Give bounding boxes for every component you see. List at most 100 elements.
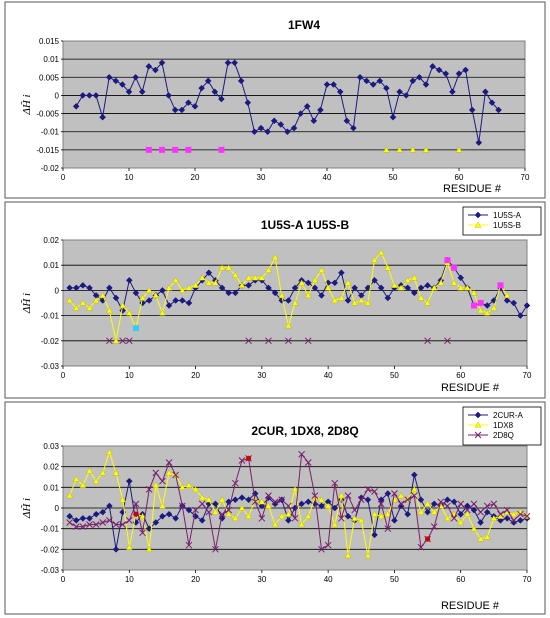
data-point <box>510 517 518 524</box>
data-point <box>475 139 483 146</box>
data-point <box>105 73 113 81</box>
data-point <box>291 284 299 292</box>
data-point <box>417 508 425 515</box>
data-point <box>477 300 484 306</box>
data-point <box>377 512 385 519</box>
data-point <box>409 146 417 153</box>
data-point <box>483 533 491 540</box>
y-tick-label: 0 <box>55 286 60 295</box>
data-point <box>79 282 87 289</box>
data-point <box>371 276 378 284</box>
data-point <box>225 510 232 517</box>
data-point <box>404 277 411 283</box>
y-tick-label: 0.03 <box>43 442 59 451</box>
data-point <box>410 471 418 479</box>
data-point <box>106 284 113 292</box>
data-point <box>411 486 418 492</box>
data-point <box>298 279 305 286</box>
data-point <box>218 284 226 292</box>
data-point <box>510 510 517 517</box>
data-point <box>79 523 87 530</box>
data-point <box>470 506 478 514</box>
data-point <box>172 297 180 304</box>
data-point <box>430 284 438 291</box>
y-tick-label: -0.005 <box>36 110 59 119</box>
data-point <box>331 297 339 304</box>
data-point <box>344 297 352 304</box>
data-point <box>152 519 160 526</box>
data-point <box>284 128 291 136</box>
series-markers-4 <box>132 325 139 332</box>
data-point <box>66 492 73 499</box>
data-point <box>404 510 412 518</box>
data-point <box>455 146 463 153</box>
data-point <box>212 279 219 286</box>
data-point <box>139 512 146 519</box>
x-tick-label: 60 <box>455 173 464 182</box>
x-tick-label: 70 <box>521 173 530 182</box>
data-point <box>106 337 113 345</box>
data-point <box>231 289 239 297</box>
data-point <box>384 490 392 497</box>
data-point <box>66 519 73 526</box>
data-point <box>450 279 458 286</box>
data-point <box>391 282 398 288</box>
legend-label: 1U5S-B <box>493 221 521 230</box>
data-point <box>66 297 73 304</box>
data-point <box>417 294 425 301</box>
data-point <box>185 146 192 153</box>
data-point <box>133 511 139 517</box>
data-point <box>483 502 491 510</box>
data-point <box>224 59 232 67</box>
data-point <box>318 496 325 503</box>
data-point <box>389 113 397 121</box>
data-point <box>351 284 359 292</box>
data-point <box>463 502 471 510</box>
data-point <box>351 515 358 521</box>
data-point <box>384 264 392 271</box>
data-point <box>258 498 266 505</box>
data-point <box>477 508 484 516</box>
data-point <box>477 535 484 542</box>
data-point <box>165 459 173 466</box>
data-point <box>73 475 80 482</box>
x-tick-label: 40 <box>324 371 333 380</box>
data-point <box>318 266 325 273</box>
data-point <box>410 289 418 297</box>
data-point <box>159 146 165 153</box>
data-point <box>225 264 232 271</box>
data-point <box>72 284 80 292</box>
x-tick-label: 50 <box>390 575 399 584</box>
data-point <box>305 512 312 519</box>
y-axis-label: ΔH̃ i <box>20 498 33 519</box>
data-point <box>126 543 133 550</box>
y-tick-label: 0.005 <box>39 73 60 82</box>
data-point <box>383 146 390 153</box>
data-point <box>218 510 226 518</box>
data-point <box>172 277 179 283</box>
data-point <box>297 110 304 117</box>
chart-title: 2CUR, 1DX8, 2D8Q <box>251 424 358 438</box>
data-point <box>251 274 259 281</box>
data-point <box>198 500 206 508</box>
data-point <box>245 282 252 289</box>
data-point <box>205 269 213 277</box>
data-point <box>285 502 292 510</box>
legend-item: 1U5S-B <box>468 221 521 230</box>
data-point <box>323 81 331 88</box>
data-point <box>185 284 193 291</box>
series-markers-2 <box>383 146 463 153</box>
series-2d8q-2 <box>66 450 531 553</box>
data-point <box>457 284 464 291</box>
data-point <box>271 521 279 528</box>
data-point <box>377 284 385 292</box>
data-point <box>464 510 471 517</box>
y-tick-label: -0.03 <box>41 566 60 575</box>
data-point <box>99 519 107 526</box>
data-point <box>396 88 403 96</box>
data-point <box>384 294 392 302</box>
legend-item: 2CUR-A <box>468 411 523 420</box>
data-point <box>318 292 325 299</box>
